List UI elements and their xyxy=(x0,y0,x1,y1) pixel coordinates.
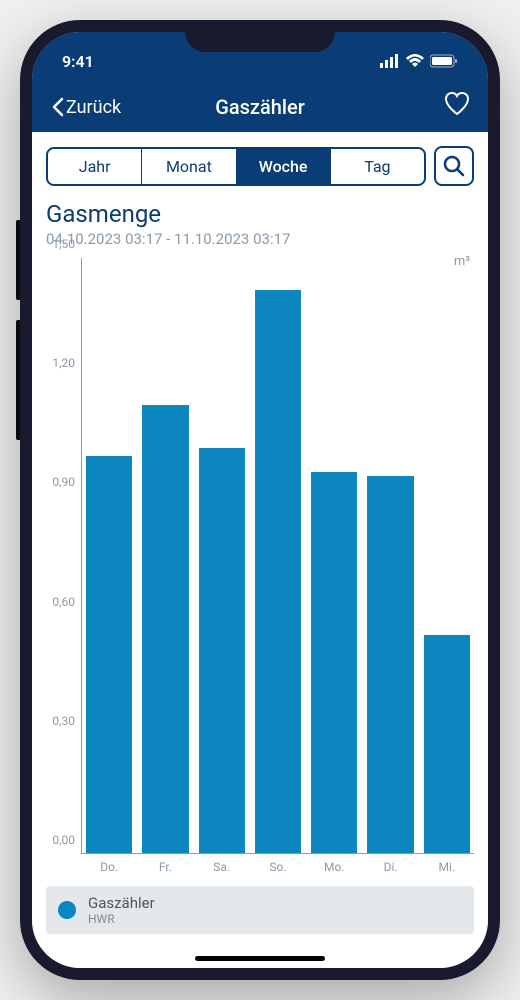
back-label: Zurück xyxy=(66,97,121,118)
x-label: Fr. xyxy=(142,860,188,874)
tab-monat[interactable]: Monat xyxy=(142,149,236,184)
x-label: Mo. xyxy=(311,860,357,874)
bar-Sa.[interactable] xyxy=(199,448,245,853)
back-button[interactable]: Zurück xyxy=(50,97,121,118)
y-tick: 0,00 xyxy=(52,833,75,847)
y-tick: 0,30 xyxy=(52,714,75,728)
heart-icon xyxy=(444,92,470,116)
status-icons xyxy=(380,54,458,68)
bar-Mo.[interactable] xyxy=(311,472,357,853)
x-label: Di. xyxy=(367,860,413,874)
status-time: 9:41 xyxy=(62,52,94,71)
wifi-icon xyxy=(406,54,424,68)
y-tick: 1,50 xyxy=(52,237,75,251)
y-tick: 1,20 xyxy=(52,356,75,370)
x-label: Do. xyxy=(86,860,132,874)
bars-container xyxy=(82,258,474,853)
battery-icon xyxy=(430,54,458,68)
chart-header: Gasmenge 04.10.2023 03:17 - 11.10.2023 0… xyxy=(46,200,474,248)
y-tick: 0,90 xyxy=(52,475,75,489)
y-axis: 0,000,300,600,901,201,50 xyxy=(46,258,82,854)
phone-frame: 9:41 Zurück Gaszähler JahrMonatWocheTag xyxy=(20,20,500,980)
bar-So.[interactable] xyxy=(255,290,301,853)
period-tabs: JahrMonatWocheTag xyxy=(46,147,426,186)
x-label: Mi. xyxy=(424,860,470,874)
tab-tag[interactable]: Tag xyxy=(331,149,424,184)
x-label: Sa. xyxy=(199,860,245,874)
tab-jahr[interactable]: Jahr xyxy=(48,149,142,184)
bar-Mi.[interactable] xyxy=(424,635,470,853)
bar-Di.[interactable] xyxy=(367,476,413,853)
legend-title: Gaszähler xyxy=(88,894,155,912)
chevron-left-icon xyxy=(50,97,64,117)
chart-title: Gasmenge xyxy=(46,200,474,228)
bar-Do.[interactable] xyxy=(86,456,132,853)
page-title: Gaszähler xyxy=(215,95,305,119)
signal-icon xyxy=(380,54,400,68)
content: JahrMonatWocheTag Gasmenge 04.10.2023 03… xyxy=(32,132,488,948)
notch xyxy=(185,20,335,52)
search-icon xyxy=(443,155,465,177)
bar-Fr.[interactable] xyxy=(142,405,188,853)
tabs-row: JahrMonatWocheTag xyxy=(46,146,474,186)
y-tick: 0,60 xyxy=(52,595,75,609)
x-axis: Do. Fr. Sa. So. Mo. Di. Mi. xyxy=(46,860,474,874)
legend-subtitle: HWR xyxy=(88,912,155,926)
search-button[interactable] xyxy=(434,146,474,186)
legend-text: Gaszähler HWR xyxy=(88,894,155,926)
chart-date-range: 04.10.2023 03:17 - 11.10.2023 03:17 xyxy=(46,230,474,248)
x-labels: Do. Fr. Sa. So. Mo. Di. Mi. xyxy=(82,860,474,874)
chart-area: 0,000,300,600,901,201,50 m³ xyxy=(46,258,474,854)
home-indicator xyxy=(32,948,488,968)
legend-swatch xyxy=(58,901,76,919)
favorite-button[interactable] xyxy=(444,92,470,122)
screen: 9:41 Zurück Gaszähler JahrMonatWocheTag xyxy=(32,32,488,968)
nav-bar: Zurück Gaszähler xyxy=(32,82,488,132)
chart-plot: m³ xyxy=(82,258,474,854)
legend: Gaszähler HWR xyxy=(46,886,474,934)
x-label: So. xyxy=(255,860,301,874)
tab-woche[interactable]: Woche xyxy=(237,149,331,184)
